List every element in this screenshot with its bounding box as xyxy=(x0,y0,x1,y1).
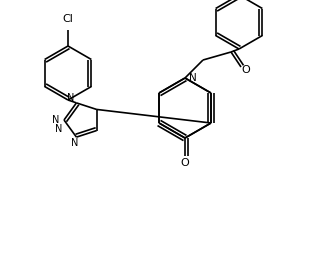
Text: N: N xyxy=(71,138,78,148)
Text: N: N xyxy=(189,73,197,83)
Text: O: O xyxy=(242,65,250,75)
Text: O: O xyxy=(181,158,189,168)
Text: N: N xyxy=(52,115,60,125)
Text: N: N xyxy=(55,124,63,133)
Text: N: N xyxy=(67,93,74,103)
Text: Cl: Cl xyxy=(62,14,73,24)
